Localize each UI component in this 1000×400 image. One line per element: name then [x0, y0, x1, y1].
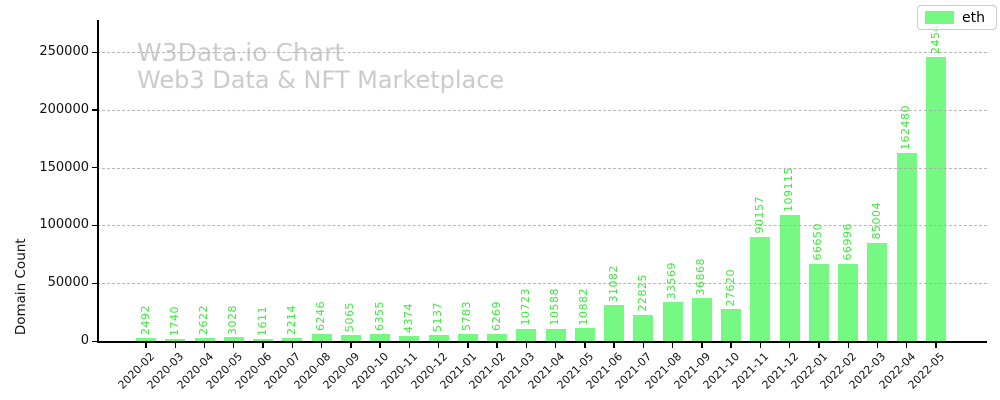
bar-2021-02: [487, 333, 508, 341]
bar-2021-09: [691, 298, 712, 341]
x-tick-mark: [379, 342, 381, 348]
y-tick-mark: [92, 224, 97, 227]
x-tick-mark: [876, 342, 879, 348]
gridline: [97, 167, 987, 169]
y-tick-label: 150000: [39, 159, 89, 175]
x-axis-spine: [97, 341, 987, 343]
bar-2021-05: [574, 328, 595, 341]
bar-2022-02: [838, 263, 859, 341]
bar-2020-04: [194, 337, 215, 341]
x-tick-mark: [174, 342, 176, 348]
y-tick-label: 200000: [39, 101, 89, 117]
x-tick-mark: [320, 342, 323, 348]
bar-2020-06: [253, 339, 274, 341]
gridline: [97, 109, 987, 111]
x-tick-mark: [437, 342, 440, 348]
y-tick-label: 50000: [47, 275, 89, 291]
bar-2020-11: [399, 335, 420, 341]
y-tick-label: 250000: [39, 44, 89, 59]
x-tick-mark: [789, 342, 791, 348]
bar-2021-11: [750, 236, 771, 341]
y-tick-mark: [92, 282, 97, 285]
bar-2021-04: [545, 328, 566, 341]
y-tick-label: 100000: [39, 217, 89, 233]
x-tick-mark: [554, 342, 557, 348]
x-tick-mark: [935, 342, 937, 348]
bar-2021-06: [604, 305, 625, 341]
bar-2022-05: [926, 57, 946, 341]
bar-2020-08: [311, 333, 332, 341]
x-tick-mark: [671, 342, 674, 348]
x-tick-mark: [408, 342, 411, 348]
x-tick-mark: [818, 342, 820, 348]
x-tick-mark: [291, 342, 293, 348]
x-tick-mark: [145, 342, 147, 348]
x-tick-mark: [525, 342, 528, 348]
y-tick-mark: [92, 167, 97, 169]
legend: eth: [917, 5, 997, 30]
x-tick-mark: [584, 342, 586, 348]
bar-2020-03: [165, 338, 186, 341]
legend-label-eth: eth: [962, 9, 985, 26]
bar-2022-04: [896, 153, 917, 341]
bar-2021-08: [662, 302, 683, 341]
bar-2021-07: [633, 314, 654, 341]
bar-2022-03: [867, 242, 888, 341]
x-tick-mark: [613, 342, 615, 348]
gridline: [97, 225, 987, 227]
bar-2021-12: [779, 214, 800, 341]
x-tick-mark: [467, 342, 469, 348]
bar-2021-03: [516, 328, 537, 341]
x-tick-mark: [496, 342, 498, 348]
x-tick-mark: [233, 342, 235, 348]
y-tick-mark: [92, 109, 97, 111]
bar-2020-02: [136, 338, 156, 341]
gridline: [97, 283, 987, 285]
x-tick-mark: [642, 342, 645, 348]
y-axis-spine: [97, 20, 99, 341]
bar-2021-01: [457, 334, 478, 341]
x-tick-mark: [847, 342, 849, 348]
bar-2021-10: [721, 309, 742, 341]
x-tick-mark: [906, 342, 908, 348]
legend-swatch-eth: [925, 11, 954, 24]
watermark-subtitle: Web3 Data & NFT Marketplace: [137, 66, 505, 95]
x-tick-mark: [730, 342, 732, 348]
x-tick-mark: [350, 342, 352, 348]
bar-2020-07: [282, 338, 303, 341]
bar-2020-10: [370, 333, 391, 341]
x-tick-mark: [262, 342, 264, 348]
bar-2020-12: [428, 335, 449, 341]
x-tick-mark: [759, 342, 762, 348]
bar-2020-09: [340, 335, 361, 341]
y-tick-mark: [92, 51, 97, 53]
y-tick-label: 0: [80, 333, 89, 348]
x-tick-mark: [203, 342, 206, 348]
x-tick-mark: [701, 342, 703, 348]
y-tick-mark: [92, 340, 97, 342]
bar-2020-05: [223, 337, 244, 341]
gridline: [97, 52, 987, 53]
